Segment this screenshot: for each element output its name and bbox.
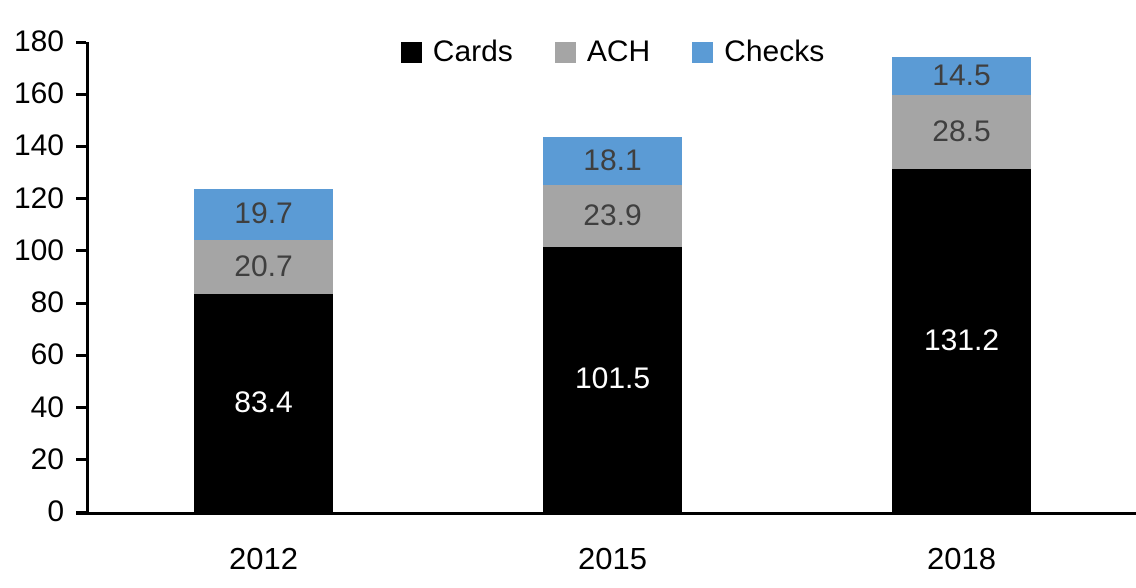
- y-axis-tick-label: 80: [30, 286, 64, 320]
- bar-segment-value: 23.9: [583, 198, 642, 232]
- x-axis-category-label: 2012: [229, 541, 298, 576]
- legend-label: Cards: [432, 35, 513, 68]
- y-axis-tick: [76, 510, 86, 514]
- bar-segment-ach: [194, 240, 333, 295]
- legend-item-checks: Checks: [692, 35, 824, 69]
- x-axis-line: [76, 512, 1136, 515]
- bar-segment-cards: [543, 246, 682, 512]
- bar-segment-value: 18.1: [583, 143, 642, 177]
- y-axis-tick-label: 40: [30, 390, 64, 424]
- bar-segment-ach: [543, 184, 682, 247]
- y-axis-tick: [76, 406, 86, 410]
- bar-segment-value: 20.7: [234, 250, 293, 284]
- bar-segment-value: 83.4: [234, 386, 293, 420]
- bar-segment-checks: [543, 137, 682, 185]
- y-axis-tick-label: 160: [13, 77, 64, 111]
- y-axis-line: [86, 42, 89, 515]
- bar-segment-ach: [892, 95, 1031, 170]
- bar-segment-cards: [194, 294, 333, 512]
- y-axis-tick: [76, 40, 86, 44]
- y-axis-tick-label: 100: [13, 233, 64, 267]
- y-axis-tick: [76, 353, 86, 357]
- bar-segment-value: 101.5: [574, 362, 651, 396]
- bar-segment-checks: [194, 188, 333, 241]
- bar-segment-value: 19.7: [234, 197, 293, 231]
- y-axis-tick: [76, 458, 86, 462]
- cards-swatch-icon: [400, 41, 422, 63]
- bar-segment-value: 28.5: [932, 115, 991, 149]
- y-axis-tick-label: 120: [13, 181, 64, 215]
- y-axis-tick: [76, 92, 86, 96]
- y-axis-tick-label: 20: [30, 442, 64, 476]
- x-axis-category-label: 2018: [927, 541, 996, 576]
- bar-segment-value: 14.5: [932, 59, 991, 93]
- chart-legend: Cards ACH Checks: [89, 33, 1136, 71]
- bar-segment-value: 131.2: [923, 323, 1000, 357]
- checks-swatch-icon: [692, 41, 714, 63]
- bar-segment-cards: [892, 169, 1031, 512]
- y-axis-tick-label: 0: [47, 495, 64, 528]
- y-axis-tick-label: 60: [30, 338, 64, 372]
- y-axis-tick: [76, 197, 86, 201]
- y-axis-tick: [76, 301, 86, 305]
- legend-label: ACH: [586, 35, 651, 68]
- legend-item-ach: ACH: [554, 35, 651, 69]
- legend-label: Checks: [724, 35, 825, 68]
- y-axis-tick-label: 140: [13, 129, 64, 163]
- bar-segment-checks: [892, 57, 1031, 95]
- y-axis-tick-label: 180: [13, 25, 64, 58]
- y-axis-tick: [76, 144, 86, 148]
- ach-swatch-icon: [554, 41, 576, 63]
- x-axis-category-label: 2015: [578, 541, 647, 576]
- y-axis-tick: [76, 249, 86, 253]
- legend-item-cards: Cards: [400, 35, 513, 69]
